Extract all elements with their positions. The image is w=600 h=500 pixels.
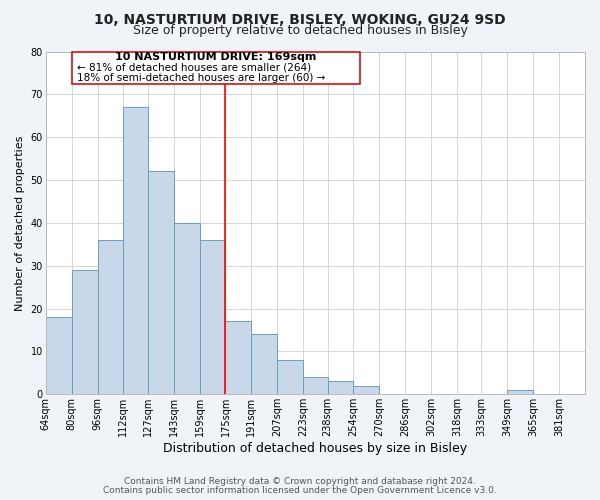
Bar xyxy=(124,107,148,395)
Bar xyxy=(353,386,379,394)
X-axis label: Distribution of detached houses by size in Bisley: Distribution of detached houses by size … xyxy=(163,442,467,455)
Bar xyxy=(226,322,251,394)
Bar xyxy=(46,317,71,394)
Bar xyxy=(328,382,353,394)
Bar xyxy=(277,360,303,394)
Bar xyxy=(148,172,173,394)
Bar xyxy=(251,334,277,394)
Bar xyxy=(173,223,200,394)
Bar xyxy=(71,270,98,394)
Text: 18% of semi-detached houses are larger (60) →: 18% of semi-detached houses are larger (… xyxy=(77,73,325,83)
Bar xyxy=(507,390,533,394)
Bar xyxy=(200,240,226,394)
Y-axis label: Number of detached properties: Number of detached properties xyxy=(15,135,25,310)
Bar xyxy=(98,240,124,394)
Bar xyxy=(303,377,328,394)
Text: 10, NASTURTIUM DRIVE, BISLEY, WOKING, GU24 9SD: 10, NASTURTIUM DRIVE, BISLEY, WOKING, GU… xyxy=(94,12,506,26)
Text: ← 81% of detached houses are smaller (264): ← 81% of detached houses are smaller (26… xyxy=(77,62,311,72)
Text: Contains public sector information licensed under the Open Government Licence v3: Contains public sector information licen… xyxy=(103,486,497,495)
Text: Size of property relative to detached houses in Bisley: Size of property relative to detached ho… xyxy=(133,24,467,37)
Bar xyxy=(71,52,360,84)
Text: Contains HM Land Registry data © Crown copyright and database right 2024.: Contains HM Land Registry data © Crown c… xyxy=(124,477,476,486)
Text: 10 NASTURTIUM DRIVE: 169sqm: 10 NASTURTIUM DRIVE: 169sqm xyxy=(115,52,316,62)
